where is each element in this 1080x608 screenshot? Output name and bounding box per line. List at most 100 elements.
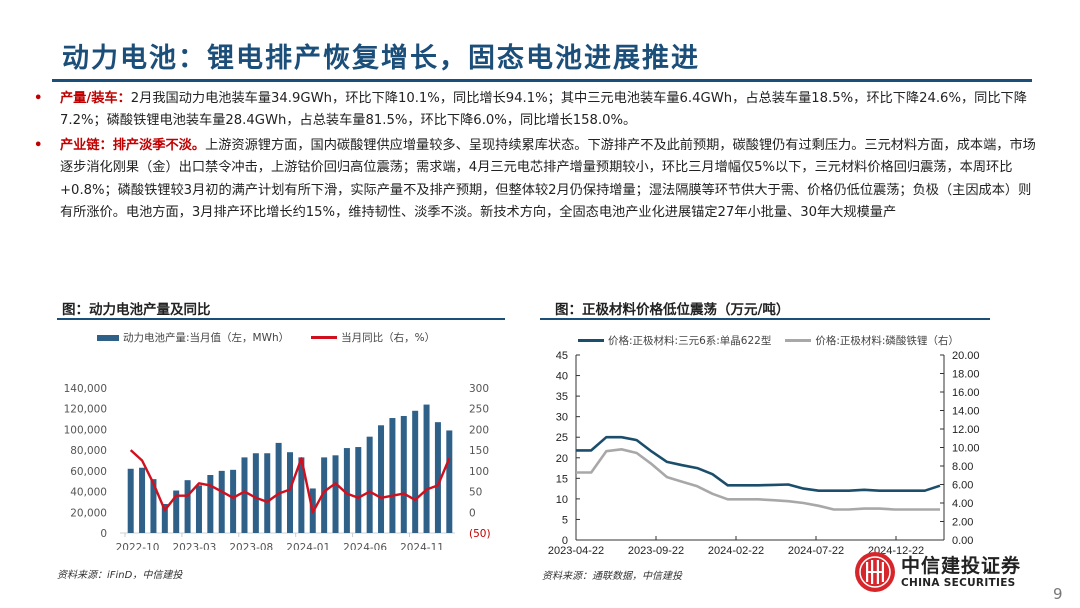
y2-axis-tick-label: 14.00	[952, 406, 980, 418]
y-axis-tick-label: 20	[556, 453, 568, 465]
production-bar	[389, 418, 396, 533]
legend-line-swatch	[311, 336, 338, 339]
bullet-text: 2月我国动力电池装车量34.9GWh，环比下降10.1%，同比增长94.1%；其…	[60, 91, 1027, 129]
logo-mark-icon	[855, 552, 895, 592]
y2-axis-tick-label: 100	[469, 466, 489, 478]
production-bar	[298, 457, 305, 533]
y2-axis-tick-label: 0.00	[952, 535, 973, 547]
bullet-dot-icon: •	[34, 137, 43, 153]
y2-axis-tick-label: 150	[469, 445, 489, 457]
production-bar	[332, 455, 339, 533]
production-bar	[412, 410, 419, 533]
legend-ncm-label: 价格:正极材料:三元6系:单晶622型	[608, 335, 772, 347]
y-axis-tick-label: 20,000	[70, 507, 107, 519]
x-axis-tick-label: 2022-10	[116, 542, 160, 550]
y-axis-tick-label: 0	[100, 528, 107, 540]
bullet-lead: 产业链：排产淡季不淡。	[60, 137, 206, 153]
y2-axis-tick-label: 200	[469, 424, 489, 436]
bullet-industry-chain: • 产业链：排产淡季不淡。上游资源锂方面，国内碳酸锂供应增量较多、呈现持续累库状…	[28, 135, 1038, 225]
legend-bar-swatch	[97, 334, 119, 341]
y-axis-tick-label: 40	[556, 371, 568, 383]
y-axis-tick-label: 5	[562, 514, 568, 526]
bullet-dot-icon: •	[34, 91, 43, 106]
left-figure-divider	[57, 318, 505, 320]
y2-axis-tick-label: 10.00	[952, 443, 980, 455]
company-logo: 中信建投证券 CHINA SECURITIES	[855, 552, 1021, 592]
y2-axis-tick-label: 12.00	[952, 424, 980, 436]
y2-axis-tick-label: 20.00	[952, 350, 980, 362]
y-axis-tick-label: 40,000	[70, 487, 107, 499]
y-axis-tick-label: 10	[556, 494, 568, 506]
bullet-lead: 产量/装车：	[60, 91, 131, 106]
legend-lfp-swatch	[785, 339, 812, 342]
right-figure-divider	[540, 318, 990, 320]
y-axis-tick-label: 80,000	[70, 445, 107, 457]
y-axis-tick-label: 30	[556, 412, 568, 424]
production-bar	[264, 453, 271, 533]
y2-axis-tick-label: 8.00	[952, 461, 973, 473]
production-bar	[218, 470, 225, 533]
left-figure-title: 图：动力电池产量及同比	[62, 302, 211, 318]
production-bar	[321, 457, 328, 533]
legend-ncm-swatch	[578, 339, 604, 342]
y-axis-tick-label: 60,000	[70, 466, 107, 478]
y-axis-tick-label: 0	[562, 535, 568, 547]
x-axis-tick-label: 2023-09-22	[628, 545, 684, 557]
logo-english-name: CHINA SECURITIES	[901, 576, 1016, 589]
y2-axis-tick-label: 18.00	[952, 369, 980, 381]
y2-axis-tick-label: 2.00	[952, 517, 973, 529]
y-axis-tick-label: 35	[556, 391, 568, 403]
production-bar	[150, 479, 157, 533]
right-figure-title: 图：正极材料价格低位震荡（万元/吨）	[555, 302, 790, 318]
logo-chinese-name: 中信建投证券	[901, 554, 1022, 577]
x-axis-tick-label: 2023-08	[229, 542, 273, 550]
lfp-price-line	[576, 448, 940, 511]
x-axis-tick-label: 2024-01	[286, 542, 330, 550]
production-bar	[127, 468, 134, 533]
bullet-production: • 产量/装车：2月我国动力电池装车量34.9GWh，环比下降10.1%，同比增…	[28, 88, 1038, 133]
y2-axis-tick-label: 0	[469, 507, 476, 519]
legend-lfp-label: 价格:正极材料:磷酸铁锂（右）	[815, 335, 959, 347]
y2-axis-tick-label: 50	[469, 487, 482, 499]
production-bar	[400, 415, 407, 533]
x-axis-tick-label: 2024-11	[400, 542, 444, 550]
y2-axis-tick-label: 6.00	[952, 480, 973, 492]
production-bar	[184, 480, 191, 533]
legend-line-label: 当月同比（右，%）	[341, 332, 436, 344]
right-source-note: 资料来源：通联数据，中信建投	[542, 571, 682, 582]
production-bar	[287, 452, 293, 533]
production-bar	[446, 430, 453, 533]
production-bar	[343, 448, 350, 533]
x-axis-tick-label: 2024-06	[343, 542, 387, 550]
summary-bullets: • 产量/装车：2月我国动力电池装车量34.9GWh，环比下降10.1%，同比增…	[28, 88, 1038, 224]
production-bar	[230, 469, 237, 533]
production-bar	[195, 485, 202, 533]
production-bar	[275, 442, 282, 533]
production-bar	[241, 457, 248, 533]
y-axis-tick-label: 120,000	[64, 404, 107, 416]
y2-axis-tick-label: 300	[469, 383, 489, 395]
production-bar	[207, 475, 214, 533]
y-axis-tick-label: 15	[556, 473, 568, 485]
y2-axis-tick-label: 16.00	[952, 387, 980, 399]
left-chart-legend: 动力电池产量:当月值（左，MWh） 当月同比（右，%）	[97, 330, 435, 345]
right-chart-legend: 价格:正极材料:三元6系:单晶622型 价格:正极材料:磷酸铁锂（右）	[578, 333, 959, 348]
bullet-text: 上游资源锂方面，国内碳酸锂供应增量较多、呈现持续累库状态。下游排产不及此前预期，…	[60, 137, 1036, 221]
title-divider	[52, 79, 1032, 82]
x-axis-tick-label: 2023-04-22	[548, 545, 604, 557]
production-bar	[423, 404, 430, 533]
cathode-price-chart: 0 5 10 15 20 25 30 35 40 45 0.00 2.00 4.00 6.00 8.00 10…	[548, 350, 980, 557]
production-bar	[355, 447, 362, 533]
ncm622-price-line	[576, 435, 941, 492]
production-chart: 0 20,000 40,000 60,000 80,000 100,000 120,000 1…	[64, 383, 491, 550]
production-bar	[173, 490, 180, 533]
y2-axis-tick-label: 250	[469, 404, 489, 416]
x-axis-tick-label: 2023-03	[172, 542, 216, 550]
production-bar	[378, 425, 385, 533]
y-axis-tick-label: 140,000	[64, 383, 107, 395]
left-source-note: 资料来源：iFinD，中信建投	[57, 570, 183, 581]
x-axis-tick-label: 2024-02-22	[708, 545, 764, 557]
production-bar	[434, 422, 441, 533]
y2-axis-tick-label: (50)	[469, 528, 491, 540]
page-number: 9	[1053, 585, 1063, 603]
